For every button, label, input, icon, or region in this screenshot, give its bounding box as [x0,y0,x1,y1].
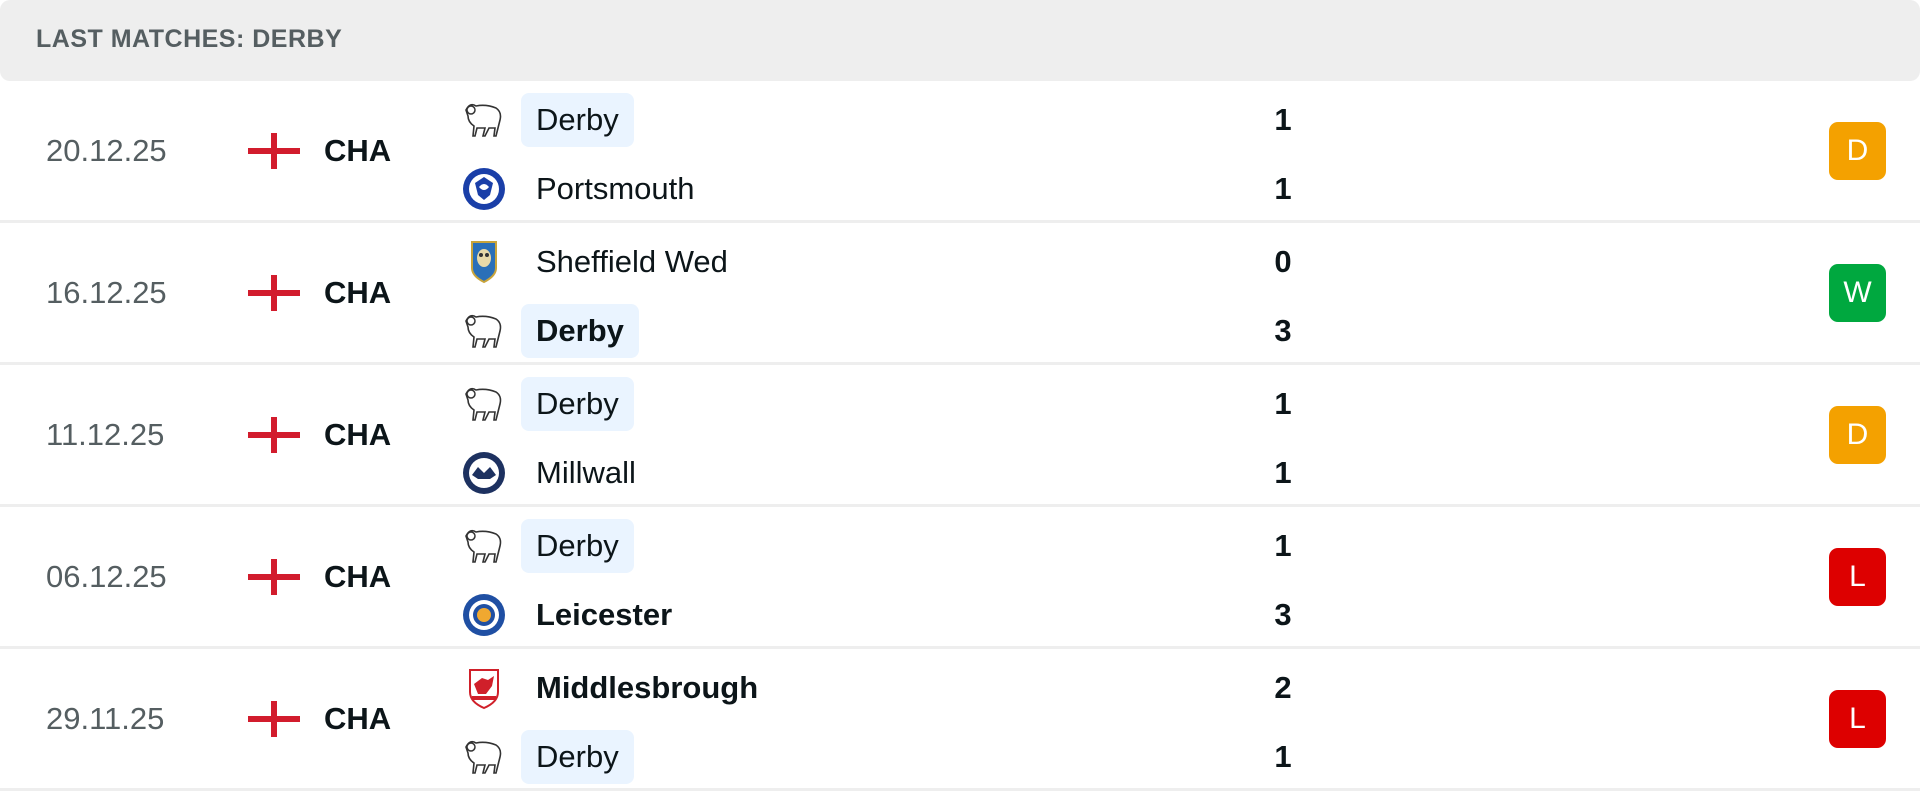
team-score: 1 [1274,528,1292,563]
team-score: 1 [1274,171,1292,206]
result-badge: D [1829,121,1886,180]
match-row[interactable]: 06.12.25 CHA Derby 1 Leicester 3 L [0,507,1920,649]
team-name: Derby [521,519,634,573]
team-score: 1 [1274,386,1292,421]
result-badge: L [1829,689,1886,748]
england-flag-icon [248,416,300,453]
team-score: 1 [1274,739,1292,774]
match-row[interactable]: 11.12.25 CHA Derby 1 Millwall 1 D [0,365,1920,507]
match-row[interactable]: 20.12.25 CHA Derby 1 Portsmouth 1 D [0,81,1920,223]
team-logo-icon [462,382,506,426]
match-date: 16.12.25 [46,274,167,310]
team-name: Millwall [536,455,636,490]
team-name: Middlesbrough [536,670,759,705]
team-logo-icon [462,240,506,284]
team-logo-icon [462,735,506,779]
team-score: 2 [1274,670,1292,705]
match-date: 29.11.25 [46,700,165,736]
team-name: Leicester [536,597,673,632]
team-home: Derby 1 [460,93,1360,147]
team-name: Derby [521,93,634,147]
match-date: 06.12.25 [46,558,167,594]
team-logo-icon [462,593,506,637]
team-logo-icon [462,666,506,710]
result-badge: W [1829,263,1886,322]
team-logo-icon [462,524,506,568]
team-away: Derby 1 [460,730,1360,784]
team-away: Portsmouth 1 [460,162,1360,216]
england-flag-icon [248,558,300,595]
section-header: LAST MATCHES: DERBY [0,0,1920,81]
team-home: Middlesbrough 2 [460,661,1360,715]
league-code: CHA [324,132,392,168]
result-badge: D [1829,405,1886,464]
league-code: CHA [324,558,392,594]
team-away: Leicester 3 [460,588,1360,642]
team-score: 3 [1274,313,1292,348]
section-title: LAST MATCHES: DERBY [36,25,343,53]
league-code: CHA [324,700,392,736]
league-code: CHA [324,416,392,452]
team-away: Millwall 1 [460,446,1360,500]
match-row[interactable]: 29.11.25 CHA Middlesbrough 2 Derby 1 L [0,649,1920,791]
team-logo-icon [462,309,506,353]
team-logo-icon [462,167,506,211]
team-score: 0 [1274,244,1292,279]
team-score: 1 [1274,102,1292,137]
team-score: 3 [1274,597,1292,632]
england-flag-icon [248,132,300,169]
league-code: CHA [324,274,392,310]
match-date: 20.12.25 [46,132,167,168]
team-logo-icon [462,98,506,142]
team-name: Derby [521,730,634,784]
team-name: Derby [521,304,639,358]
match-date: 11.12.25 [46,416,165,452]
team-score: 1 [1274,455,1292,490]
team-away: Derby 3 [460,304,1360,358]
team-home: Sheffield Wed 0 [460,235,1360,289]
team-logo-icon [462,451,506,495]
england-flag-icon [248,274,300,311]
team-home: Derby 1 [460,519,1360,573]
team-home: Derby 1 [460,377,1360,431]
team-name: Derby [521,377,634,431]
result-badge: L [1829,547,1886,606]
team-name: Portsmouth [536,171,695,206]
england-flag-icon [248,700,300,737]
team-name: Sheffield Wed [536,244,728,279]
match-row[interactable]: 16.12.25 CHA Sheffield Wed 0 Derby 3 W [0,223,1920,365]
